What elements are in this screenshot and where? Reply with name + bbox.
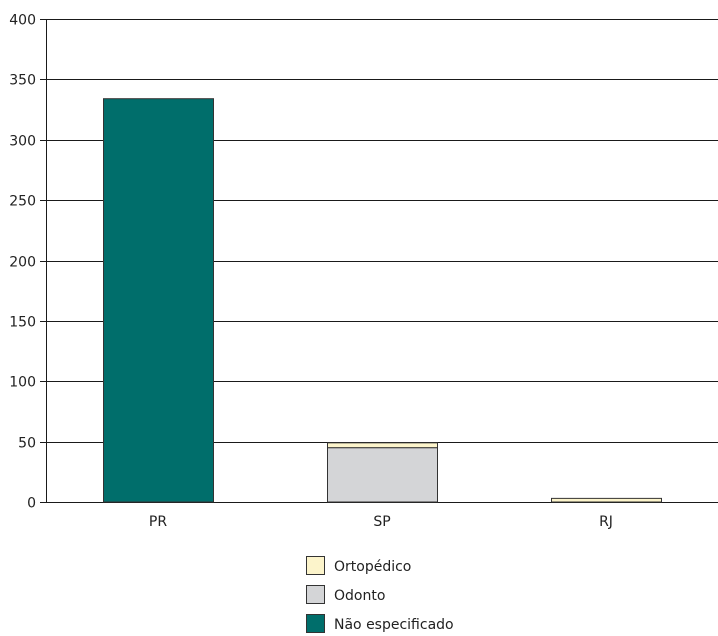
bar-sp-series-1 bbox=[327, 447, 438, 503]
x-tick-label-pr: PR bbox=[149, 514, 167, 530]
y-tick-label: 250 bbox=[9, 194, 36, 210]
legend: Ortopédico Odonto Não especificado bbox=[306, 556, 454, 633]
bar-rj-series-2 bbox=[551, 497, 662, 503]
y-tick-label: 0 bbox=[27, 496, 36, 512]
legend-label-0: Não especificado bbox=[334, 617, 454, 633]
y-tick-label: 200 bbox=[9, 255, 36, 271]
legend-swatch-2 bbox=[306, 556, 325, 575]
bar-pr-series-0 bbox=[103, 98, 214, 503]
y-axis-ticks: 0 50 100 150 200 250 300 350 400 bbox=[9, 13, 47, 512]
y-tick-label: 50 bbox=[18, 436, 36, 452]
y-tick-label: 300 bbox=[9, 134, 36, 150]
y-tick-label: 400 bbox=[9, 13, 36, 29]
bar-sp-series-2 bbox=[327, 442, 438, 449]
legend-label-1: Odonto bbox=[334, 588, 385, 604]
x-tick-label-rj: RJ bbox=[599, 514, 613, 530]
legend-swatch-1 bbox=[306, 585, 325, 604]
legend-label-2: Ortopédico bbox=[334, 559, 411, 575]
x-axis-ticks: PR SP RJ bbox=[149, 514, 613, 530]
y-tick-label: 150 bbox=[9, 315, 36, 331]
legend-swatch-0 bbox=[306, 614, 325, 633]
y-tick-label: 100 bbox=[9, 375, 36, 391]
x-tick-label-sp: SP bbox=[373, 514, 390, 530]
y-tick-label: 350 bbox=[9, 73, 36, 89]
bars bbox=[103, 98, 662, 503]
